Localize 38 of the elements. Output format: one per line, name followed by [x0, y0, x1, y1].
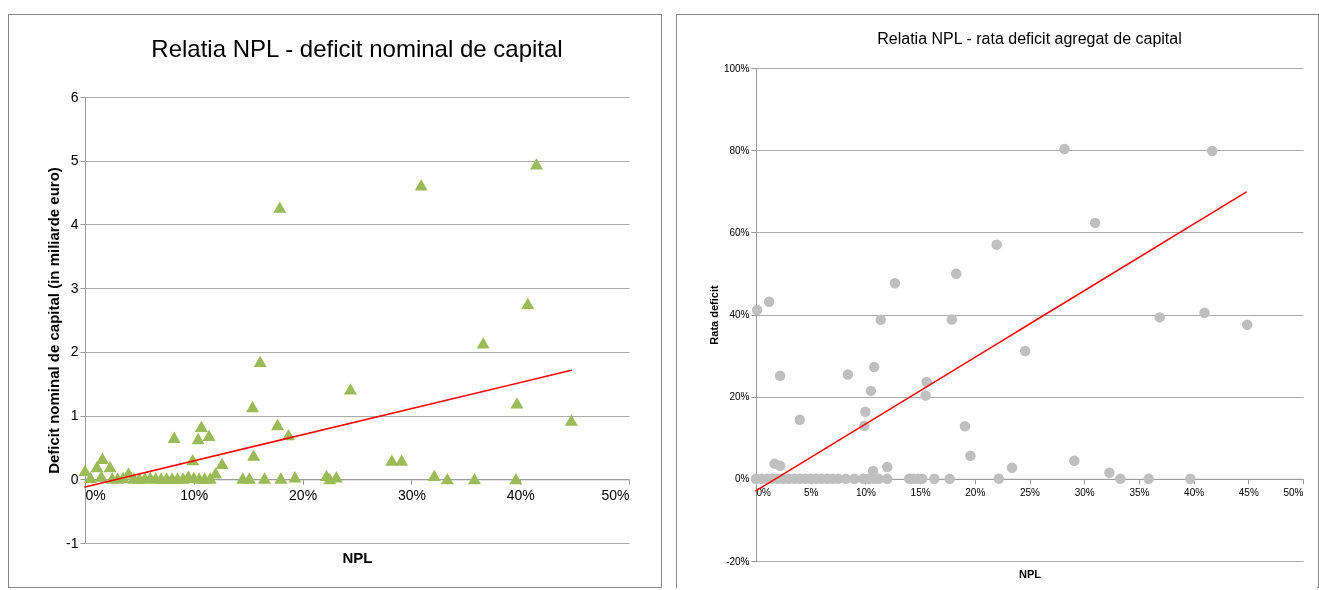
y-tick-label: 1: [70, 407, 79, 424]
y-tick-label: 60%: [729, 226, 750, 238]
x-tick-label: 50%: [1283, 487, 1304, 499]
y-tick-label: 20%: [729, 391, 750, 403]
x-tick-label: 5%: [803, 487, 819, 499]
x-tick-label: 0%: [85, 486, 106, 503]
y-axis-title: Rata deficit: [707, 285, 720, 345]
x-tick-label: 0%: [756, 487, 772, 499]
x-axis-title: NPL: [342, 548, 373, 566]
x-tick-label: 35%: [1129, 487, 1150, 499]
x-tick-label: 15%: [910, 487, 931, 499]
x-tick-label: 10%: [180, 486, 209, 503]
x-tick-label: 20%: [965, 487, 986, 499]
x-axis-title: NPL: [1019, 567, 1042, 580]
x-tick-label: 20%: [289, 486, 318, 503]
y-tick-label: 4: [70, 215, 79, 232]
x-tick-label: 25%: [1019, 487, 1041, 499]
x-tick-label: 40%: [1184, 487, 1205, 499]
y-tick-label: 80%: [729, 144, 750, 156]
chart-title: Relatia NPL - rata deficit agregat de capital: [877, 30, 1182, 47]
y-tick-label: 0%: [735, 473, 750, 485]
x-tick-label: 50%: [601, 486, 630, 503]
x-tick-label: 40%: [506, 486, 535, 503]
y-tick-label: 2: [70, 343, 79, 360]
y-tick-label: 6: [70, 88, 79, 105]
y-tick-label: -1: [66, 534, 79, 551]
x-tick-label: 45%: [1238, 487, 1259, 499]
chart-title: Relatia NPL - deficit nominal de capital: [151, 35, 563, 62]
y-tick-label: -20%: [726, 555, 750, 567]
y-tick-label: 0: [70, 470, 79, 487]
x-tick-label: 30%: [397, 486, 426, 503]
y-tick-label: 40%: [729, 309, 750, 320]
x-tick-label: 10%: [855, 487, 877, 499]
y-tick-label: 3: [70, 279, 79, 296]
x-tick-label: 30%: [1074, 487, 1095, 499]
y-axis-title: Deficit nominal de capital (in miliarde euro): [45, 167, 63, 474]
y-tick-label: 100%: [723, 62, 750, 74]
y-tick-label: 5: [70, 152, 79, 169]
